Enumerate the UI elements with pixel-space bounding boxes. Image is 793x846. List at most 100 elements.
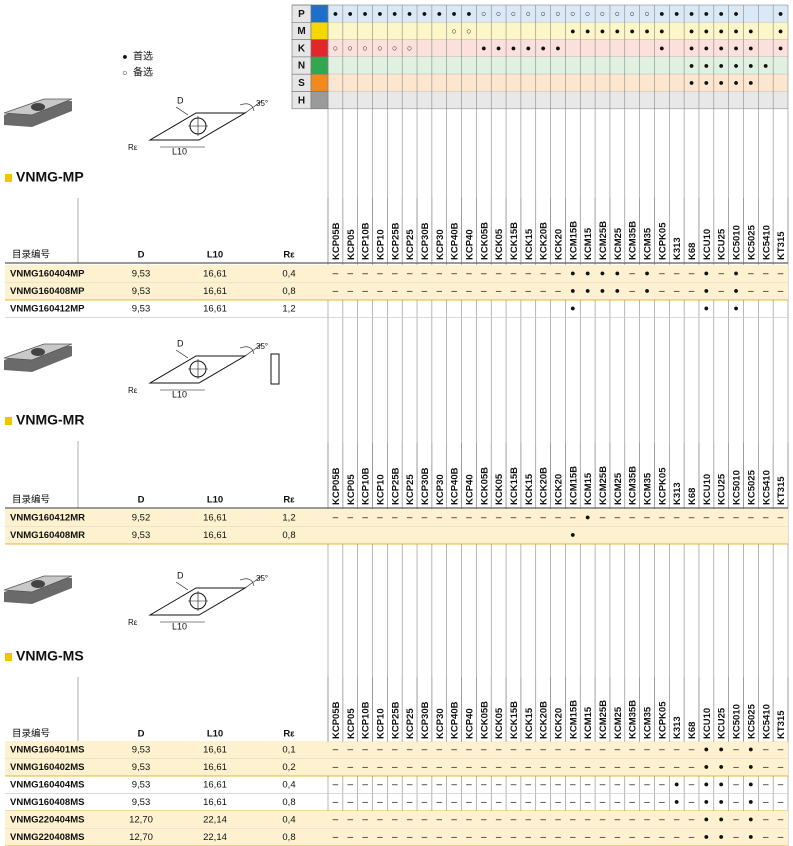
cell-mark: – (511, 286, 517, 297)
cell-mark: – (422, 512, 428, 523)
cell-mark: – (362, 779, 368, 790)
section-title: VNMG-MR (16, 412, 84, 428)
cell-mark: – (585, 832, 591, 843)
cell-mark: – (704, 512, 710, 523)
grade-label: KT315 (776, 710, 787, 739)
cell-mark: – (540, 832, 546, 843)
cell-mark: ● (570, 26, 575, 36)
grade-label: KC5010 (732, 225, 743, 260)
diagram-label: L10 (172, 621, 187, 631)
row-cell: 16,61 (203, 797, 227, 808)
cell-mark: – (437, 286, 443, 297)
grade-label: KCU25 (717, 228, 728, 260)
cell-mark: ● (719, 60, 724, 70)
grade-label: KCM35B (628, 466, 639, 505)
cell-mark: – (377, 268, 383, 279)
cell-mark: – (347, 814, 353, 825)
cell-mark: – (570, 762, 576, 773)
row-cell: 16,61 (203, 744, 227, 755)
cell-mark: – (689, 286, 695, 297)
cell-mark: – (362, 832, 368, 843)
iso-color (310, 21, 329, 40)
grade-label: KCK15B (509, 701, 520, 739)
cell-mark: – (392, 832, 398, 843)
cell-mark: – (778, 286, 784, 297)
cell-mark: – (600, 797, 606, 808)
cell-mark: – (674, 744, 680, 755)
cell-mark: ○ (362, 43, 367, 53)
cell-mark: – (555, 762, 561, 773)
cell-mark: – (347, 744, 353, 755)
cell-mark: – (437, 512, 443, 523)
cell-mark: – (347, 762, 353, 773)
diagram-label: 35° (256, 99, 268, 108)
grade-label: KCK20 (554, 229, 565, 260)
cell-mark: – (347, 832, 353, 843)
cell-mark: – (629, 286, 635, 297)
cell-mark: – (466, 268, 472, 279)
cell-mark: ● (778, 9, 783, 19)
row-cell: 1,2 (282, 303, 295, 314)
grade-label: KCM25 (613, 227, 624, 260)
row-cell: VNMG160408MR (10, 530, 85, 541)
cell-mark: – (437, 832, 443, 843)
cell-mark: – (674, 512, 680, 523)
grade-label: KT315 (776, 476, 787, 505)
cell-mark: ● (704, 9, 709, 19)
cell-mark: – (733, 779, 739, 790)
cell-mark: – (674, 814, 680, 825)
cell-mark: – (362, 512, 368, 523)
grade-label: KCM25B (598, 221, 609, 260)
cell-mark: – (347, 779, 353, 790)
section-title: VNMG-MP (16, 169, 84, 185)
cell-mark: – (333, 286, 339, 297)
cell-mark: ● (733, 43, 738, 53)
cell-mark: ● (689, 78, 694, 88)
cell-mark: – (540, 814, 546, 825)
grade-label: KCK20B (539, 222, 550, 260)
cell-mark: – (763, 744, 769, 755)
cell-mark: – (763, 797, 769, 808)
cell-mark: – (407, 832, 413, 843)
cell-mark: – (407, 762, 413, 773)
cell-mark: – (481, 779, 487, 790)
cell-mark: ● (748, 797, 753, 807)
diagram-dim (175, 106, 189, 116)
grade-label: KCP40B (450, 467, 461, 505)
iso-code: N (298, 61, 305, 72)
cell-mark: – (615, 797, 621, 808)
cell-mark: – (778, 744, 784, 755)
grade-label: KC5410 (761, 704, 772, 739)
cell-mark: – (733, 814, 739, 825)
cell-mark: ● (600, 268, 605, 278)
cell-mark: – (362, 286, 368, 297)
grade-label: KCK15B (509, 222, 520, 260)
column-header: L10 (207, 495, 223, 506)
cell-mark: ● (689, 9, 694, 19)
grade-label: KCP05B (331, 222, 342, 260)
cell-mark: – (748, 512, 754, 523)
row-bg (5, 758, 788, 776)
cell-mark: – (644, 762, 650, 773)
grade-label: KCM25B (598, 466, 609, 505)
cell-mark: ● (689, 26, 694, 36)
cell-mark: – (362, 268, 368, 279)
row-cell: 16,61 (203, 530, 227, 541)
cell-mark: ● (570, 530, 575, 540)
cell-mark: – (629, 832, 635, 843)
cell-mark: ● (659, 26, 664, 36)
cell-mark: – (540, 286, 546, 297)
cell-mark: – (555, 797, 561, 808)
cell-mark: ● (733, 78, 738, 88)
cell-mark: – (570, 814, 576, 825)
cell-mark: – (763, 762, 769, 773)
diagram-label: Rε (128, 143, 138, 152)
cell-mark: – (496, 814, 502, 825)
grade-label: KCK05B (479, 222, 490, 260)
row-cell: 9,52 (132, 512, 151, 523)
cell-mark: – (362, 744, 368, 755)
cell-mark: – (481, 744, 487, 755)
row-bg (5, 811, 788, 829)
cell-mark: – (333, 797, 339, 808)
cell-mark: – (600, 779, 606, 790)
